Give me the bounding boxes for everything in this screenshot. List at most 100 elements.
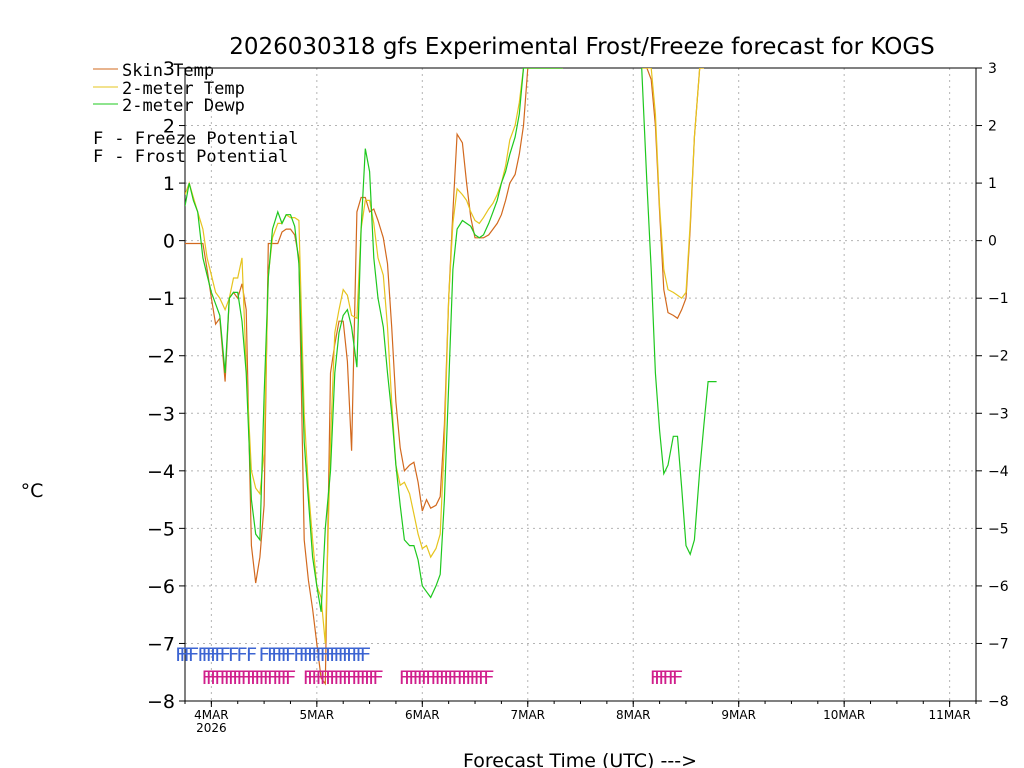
series-line-skin-temp: [185, 68, 563, 686]
freeze-marker: F: [439, 667, 450, 689]
y-tick-label: −3: [147, 403, 175, 425]
x-tick-label: 10MAR: [823, 708, 865, 722]
series-line-2-meter-temp: [641, 68, 704, 300]
frost-marker: F: [303, 644, 314, 666]
frost-marker: F: [281, 644, 292, 666]
frost-marker: F: [320, 644, 331, 666]
frost-marker: F: [271, 644, 282, 666]
legend: Skin Temp 2-meter Temp 2-meter Dewp F - …: [93, 61, 298, 167]
frost-marker: F: [325, 644, 336, 666]
y-tick-label: −2: [147, 346, 175, 368]
freeze-marker: F: [240, 667, 251, 689]
legend-frost-glyph: F: [93, 147, 103, 167]
freeze-marker: F: [346, 667, 357, 689]
y-tick-label-right: −4: [988, 464, 1009, 480]
freeze-marker: F: [658, 667, 669, 689]
legend-freeze-text: - Freeze Potential: [104, 129, 298, 149]
frost-marker: F: [228, 644, 239, 666]
freeze-marker: F: [281, 667, 292, 689]
y-tick-label: 2: [163, 116, 175, 138]
frost-marker: F: [206, 644, 217, 666]
freeze-marker: F: [650, 667, 661, 689]
plot-frame: [184, 67, 977, 702]
y-tick-label-right: 3: [988, 61, 997, 77]
y-tick-label-right: −2: [988, 349, 1009, 365]
frost-marker: F: [333, 644, 344, 666]
frost-marker: F: [342, 644, 353, 666]
freeze-marker: F: [342, 667, 353, 689]
frost-marker: F: [307, 644, 318, 666]
frost-marker: F: [315, 644, 326, 666]
y-tick-label: −4: [147, 461, 175, 483]
freeze-marker: F: [263, 667, 274, 689]
freeze-marker: F: [465, 667, 476, 689]
x-tick-label: 5MAR: [300, 708, 335, 722]
frost-marker: F: [188, 644, 199, 666]
frost-marker: F: [236, 644, 247, 666]
y-tick-label-right: −5: [988, 521, 1009, 537]
freeze-marker: F: [254, 667, 265, 689]
freeze-marker: F: [461, 667, 472, 689]
frost-marker: F: [329, 644, 340, 666]
freeze-marker: F: [267, 667, 278, 689]
freeze-marker: F: [201, 667, 212, 689]
y-tick-label: 3: [163, 58, 175, 80]
frost-marker: F: [179, 644, 190, 666]
y-tick-label: −1: [147, 288, 175, 310]
y-tick-label: −7: [147, 633, 175, 655]
freeze-marker: F: [320, 667, 331, 689]
frost-marker: F: [201, 644, 212, 666]
frost-marker: F: [210, 644, 221, 666]
series-line-2-meter-dewp: [185, 68, 563, 612]
frost-marker: F: [285, 644, 296, 666]
freeze-marker: F: [351, 667, 362, 689]
x-tick-label: 9MAR: [721, 708, 756, 722]
freeze-marker: F: [325, 667, 336, 689]
freeze-marker: F: [399, 667, 410, 689]
freeze-marker: F: [219, 667, 230, 689]
freeze-marker: F: [478, 667, 489, 689]
freeze-marker: F: [250, 667, 261, 689]
freeze-marker: F: [668, 667, 679, 689]
freeze-marker: F: [421, 667, 432, 689]
legend-label-skin-temp: Skin Temp: [122, 61, 214, 81]
freeze-marker: F: [435, 667, 446, 689]
frost-marker: F: [197, 644, 208, 666]
freeze-marker: F: [246, 667, 257, 689]
y-tick-label: −5: [147, 518, 175, 540]
frost-marker: F: [214, 644, 225, 666]
axes: [179, 67, 982, 707]
freeze-marker: F: [236, 667, 247, 689]
frost-marker: F: [355, 644, 366, 666]
freeze-marker: F: [276, 667, 287, 689]
x-tick-label: 7MAR: [510, 708, 545, 722]
freeze-marker: F: [443, 667, 454, 689]
freeze-marker: F: [483, 667, 494, 689]
frost-marker: F: [219, 644, 230, 666]
freeze-marker: F: [368, 667, 379, 689]
x-tick-label: 6MAR: [405, 708, 440, 722]
series-line-skin-temp: [641, 68, 704, 320]
y-tick-label: −8: [147, 691, 175, 713]
freeze-marker: F: [474, 667, 485, 689]
freeze-marker: F: [214, 667, 225, 689]
frost-marker: F: [258, 644, 269, 666]
frost-marker: F: [360, 644, 371, 666]
frost-marker: F: [346, 644, 357, 666]
legend-label-2m-dewp: 2-meter Dewp: [122, 96, 245, 116]
freeze-marker: F: [412, 667, 423, 689]
frost-marker: F: [267, 644, 278, 666]
freeze-marker: F: [311, 667, 322, 689]
tick-labels: −8 −8 −7 −7 −6 −6 −5 −5 −4 −4 −3 −3 −2 −2 −1 −1 0 0 1 1 2 2 3 3…: [147, 58, 1009, 735]
freeze-marker: F: [404, 667, 415, 689]
series-line-2-meter-dewp: [641, 68, 717, 556]
y-tick-label-right: −7: [988, 636, 1009, 652]
frost-marker: F: [337, 644, 348, 666]
frost-marker: F: [276, 644, 287, 666]
frost-marker: F: [298, 644, 309, 666]
y-axis-label: °C: [21, 480, 44, 502]
freeze-marker: F: [228, 667, 239, 689]
x-tick-label: 8MAR: [616, 708, 651, 722]
freeze-marker: F: [469, 667, 480, 689]
